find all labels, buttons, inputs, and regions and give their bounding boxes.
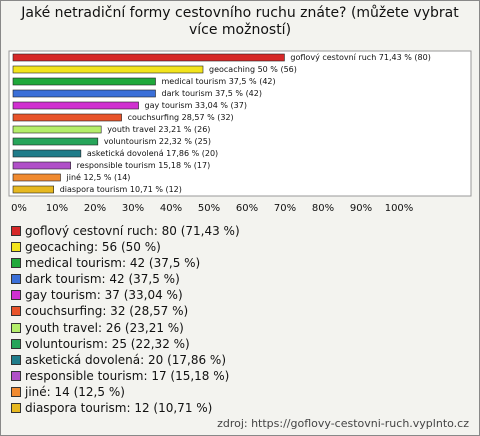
legend-swatch bbox=[11, 258, 21, 269]
data-label: geocaching 50 % (56) bbox=[209, 65, 297, 74]
bar bbox=[12, 137, 99, 146]
legend-label: dark tourism: 42 (37,5 %) bbox=[25, 272, 180, 287]
data-label: diaspora tourism 10,71 % (12) bbox=[60, 185, 182, 194]
legend-swatch bbox=[11, 370, 21, 381]
legend-entry: youth travel: 26 (23,21 %) bbox=[11, 320, 240, 336]
legend-label: youth travel: 26 (23,21 %) bbox=[25, 320, 184, 335]
x-tick-label: 30% bbox=[122, 203, 144, 214]
bar bbox=[12, 65, 204, 74]
legend-swatch bbox=[11, 306, 21, 317]
legend-entry: couchsurfing: 32 (28,57 %) bbox=[11, 303, 240, 319]
x-tick-label: 0% bbox=[11, 203, 27, 214]
bar bbox=[12, 125, 102, 134]
bar bbox=[12, 113, 122, 122]
legend-entry: medical tourism: 42 (37,5 %) bbox=[11, 255, 240, 271]
x-tick-label: 80% bbox=[312, 203, 334, 214]
legend-label: jiné: 14 (12,5 %) bbox=[25, 384, 125, 399]
legend-entry: diaspora tourism: 12 (10,71 %) bbox=[11, 400, 240, 416]
x-tick-label: 20% bbox=[84, 203, 106, 214]
legend-label: asketická dovolená: 20 (17,86 %) bbox=[25, 352, 227, 367]
bar bbox=[12, 101, 139, 110]
legend-entry: geocaching: 56 (50 %) bbox=[11, 239, 240, 255]
legend-swatch bbox=[11, 242, 21, 253]
x-tick-label: 50% bbox=[198, 203, 220, 214]
legend-label: voluntourism: 25 (22,32 %) bbox=[25, 336, 190, 351]
data-label: dark tourism 37,5 % (42) bbox=[162, 89, 262, 98]
legend-label: responsible tourism: 17 (15,18 %) bbox=[25, 368, 230, 383]
legend-swatch bbox=[11, 403, 21, 414]
bar bbox=[12, 161, 71, 170]
legend-swatch bbox=[11, 338, 21, 349]
bar bbox=[12, 185, 54, 194]
legend-label: diaspora tourism: 12 (10,71 %) bbox=[25, 401, 213, 416]
data-label: gay tourism 33,04 % (37) bbox=[145, 101, 247, 110]
legend-label: goflový cestovní ruch: 80 (71,43 %) bbox=[25, 224, 240, 238]
legend: goflový cestovní ruch: 80 (71,43 %) geoca… bbox=[11, 223, 240, 416]
legend-swatch bbox=[11, 354, 21, 365]
legend-label: couchsurfing: 32 (28,57 %) bbox=[25, 304, 189, 319]
bar bbox=[12, 77, 156, 86]
x-tick-label: 90% bbox=[350, 203, 372, 214]
legend-swatch bbox=[11, 226, 21, 236]
legend-entry: voluntourism: 25 (22,32 %) bbox=[11, 336, 240, 352]
legend-entry: dark tourism: 42 (37,5 %) bbox=[11, 271, 240, 287]
bar bbox=[12, 173, 61, 182]
legend-label: medical tourism: 42 (37,5 %) bbox=[25, 256, 201, 271]
legend-swatch bbox=[11, 322, 21, 333]
x-tick-label: 40% bbox=[160, 203, 182, 214]
legend-entry: jiné: 14 (12,5 %) bbox=[11, 384, 240, 400]
bar bbox=[12, 89, 156, 98]
data-label: medical tourism 37,5 % (42) bbox=[162, 77, 276, 86]
data-label: youth travel 23,21 % (26) bbox=[107, 125, 210, 134]
legend-entry: goflový cestovní ruch: 80 (71,43 %) bbox=[11, 223, 240, 239]
x-tick-label: 10% bbox=[46, 203, 68, 214]
bar bbox=[12, 149, 82, 158]
legend-label: gay tourism: 37 (33,04 %) bbox=[25, 288, 183, 303]
data-label: couchsurfing 28,57 % (32) bbox=[128, 113, 234, 122]
plot-area bbox=[8, 50, 472, 197]
legend-swatch bbox=[11, 290, 21, 301]
data-label: goflový cestovní ruch 71,43 % (80) bbox=[290, 53, 430, 62]
legend-swatch bbox=[11, 274, 21, 285]
x-tick-label: 60% bbox=[236, 203, 258, 214]
x-tick-label: 100% bbox=[385, 203, 414, 214]
x-tick-label: 70% bbox=[274, 203, 296, 214]
legend-entry: gay tourism: 37 (33,04 %) bbox=[11, 287, 240, 303]
legend-entry: asketická dovolená: 20 (17,86 %) bbox=[11, 352, 240, 368]
data-label: voluntourism 22,32 % (25) bbox=[104, 137, 211, 146]
legend-label: geocaching: 56 (50 %) bbox=[25, 240, 161, 255]
bar bbox=[12, 53, 285, 62]
data-label: asketická dovolená 17,86 % (20) bbox=[87, 149, 218, 158]
legend-entry: responsible tourism: 17 (15,18 %) bbox=[11, 368, 240, 384]
legend-swatch bbox=[11, 386, 21, 397]
source: zdroj: https://goflovy-cestovni-ruch.vyp… bbox=[217, 417, 469, 430]
data-label: responsible tourism 15,18 % (17) bbox=[77, 161, 211, 170]
chart-title: Jaké netradiční formy cestovního ruchu z… bbox=[21, 5, 459, 38]
data-label: jiné 12,5 % (14) bbox=[66, 172, 131, 182]
